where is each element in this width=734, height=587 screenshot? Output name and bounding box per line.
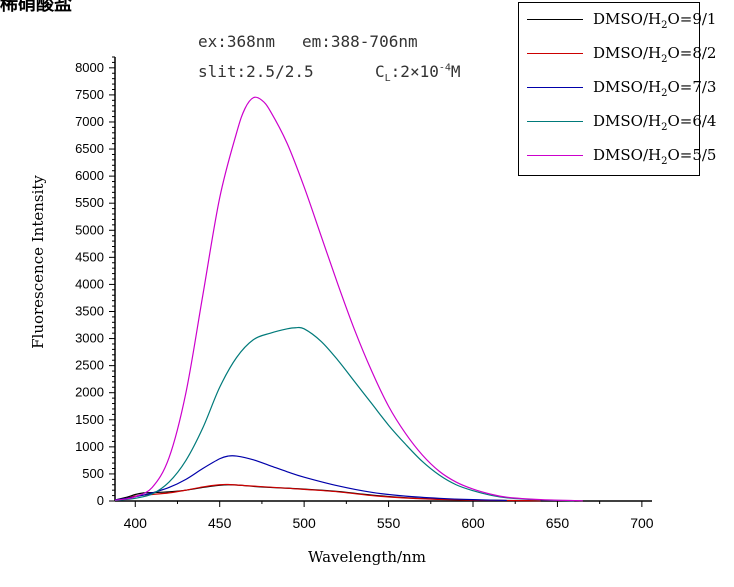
x-tick-label: 400 [124,515,148,531]
y-tick-label: 5500 [75,195,104,210]
conc-symbol: C [375,62,385,81]
series-line-1 [114,484,541,502]
corner-title: 稀硝酸盐 [0,0,72,15]
legend-label: DMSO/H2O=7/3 [593,78,717,99]
x-tick-label: 450 [208,515,232,531]
conc-subscript: L [384,73,391,85]
slit-annotation: slit:2.5/2.5 [198,62,314,81]
legend-swatch [527,121,583,122]
series-line-2 [114,483,541,502]
legend-swatch [527,155,583,156]
x-tick-label: 650 [546,515,570,531]
legend-swatch [527,87,583,88]
y-tick-label: 5000 [75,222,104,237]
y-tick-label: 1000 [75,439,104,454]
legend-item: DMSO/H2O=8/2 [519,39,716,69]
y-tick-label: 3000 [75,331,104,346]
legend-item: DMSO/H2O=9/1 [519,5,716,35]
legend-label: DMSO/H2O=5/5 [593,146,717,167]
plot-area: 0 500 1000 1500 2000 2500 3000 3500 4000 4500 5000… [75,56,654,531]
y-tick-label: 3500 [75,303,104,318]
y-tick-label: 8000 [75,60,104,75]
legend-label: DMSO/H2O=8/2 [593,44,717,65]
conc-unit: M [450,62,461,81]
excitation-annotation: ex:368nm [198,32,276,51]
x-tick-label: 550 [377,515,401,531]
x-axis-label: Wavelength/nm [308,548,426,566]
x-tick-label: 600 [461,515,485,531]
y-tick-label: 4500 [75,249,104,264]
legend-swatch [527,53,583,54]
x-tick-label: 500 [292,515,316,531]
y-tick-label: 1500 [75,412,104,427]
y-tick-label: 500 [82,466,104,481]
y-tick-label: 6000 [75,168,104,183]
series-line-5 [114,96,583,502]
legend-item: DMSO/H2O=6/4 [519,107,716,137]
legend: DMSO/H2O=9/1 DMSO/H2O=8/2 DMSO/H2O=7/3 D… [518,2,716,176]
series-line-4 [114,326,575,502]
y-tick-label: 2000 [75,385,104,400]
x-tick-label: 700 [630,515,654,531]
conc-value: :2×10 [390,62,439,81]
legend-swatch [527,19,583,20]
legend-label: DMSO/H2O=6/4 [593,112,717,133]
legend-label: DMSO/H2O=9/1 [593,10,717,31]
conc-exponent: -4 [438,62,451,74]
y-tick-label: 4000 [75,276,104,291]
y-tick-label: 6500 [75,141,104,156]
concentration-annotation: CL:2×10-4M [375,62,461,84]
emission-annotation: em:388-706nm [302,32,418,51]
legend-item: DMSO/H2O=5/5 [519,141,716,171]
legend-item: DMSO/H2O=7/3 [519,73,716,103]
y-tick-label: 7000 [75,114,104,129]
y-tick-label: 2500 [75,358,104,373]
series-line-3 [114,455,507,502]
y-tick-label: 0 [97,493,104,508]
y-tick-label: 7500 [75,87,104,102]
y-axis-label: Fluorescence Intensity [29,175,47,349]
